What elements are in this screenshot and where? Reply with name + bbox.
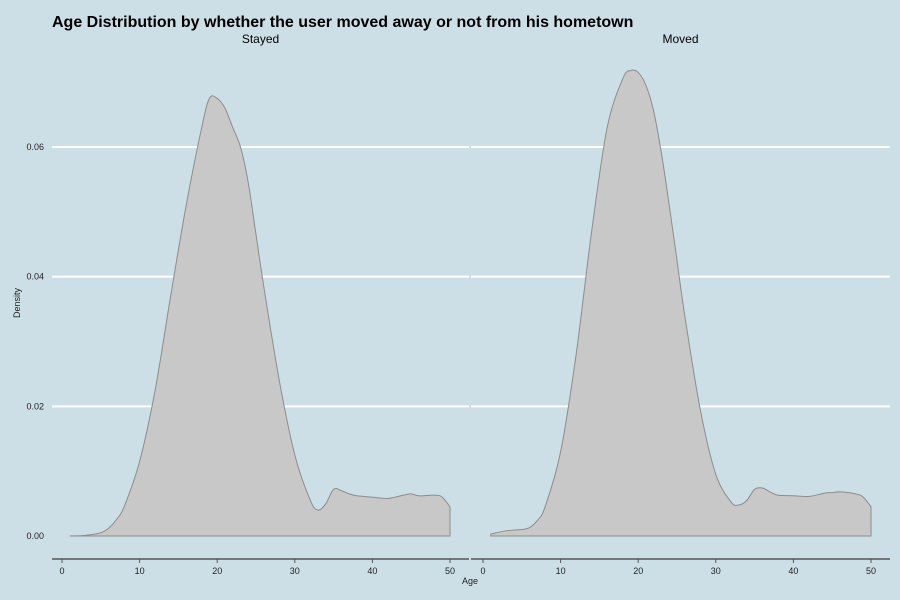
x-tick-label: 40 — [788, 566, 798, 576]
x-tick-label: 50 — [866, 566, 876, 576]
x-axis-title: Age — [462, 576, 478, 586]
x-tick-label: 30 — [290, 566, 300, 576]
x-tick-label: 0 — [480, 566, 485, 576]
y-tick-label: 0.06 — [26, 142, 44, 152]
facet-label: Moved — [662, 32, 698, 46]
x-tick-label: 50 — [445, 566, 455, 576]
x-tick-label: 20 — [633, 566, 643, 576]
y-tick-label: 0.00 — [26, 531, 44, 541]
chart-title: Age Distribution by whether the user mov… — [52, 14, 633, 31]
density-area-moved — [490, 69, 872, 537]
y-tick-label: 0.04 — [26, 272, 44, 282]
x-tick-label: 30 — [711, 566, 721, 576]
x-tick-label: 20 — [212, 566, 222, 576]
y-axis-title: Density — [12, 287, 22, 318]
x-tick-label: 0 — [59, 566, 64, 576]
x-tick-label: 10 — [556, 566, 566, 576]
y-tick-label: 0.02 — [26, 401, 44, 411]
facets: 0.00 0.02 0.04 0.06 Stayed 0 10 20 30 40 50 Moved 0 1… — [26, 32, 890, 576]
facet-label: Stayed — [242, 32, 279, 46]
x-tick-label: 10 — [135, 566, 145, 576]
x-tick-label: 40 — [367, 566, 377, 576]
density-area-stayed — [69, 95, 451, 537]
